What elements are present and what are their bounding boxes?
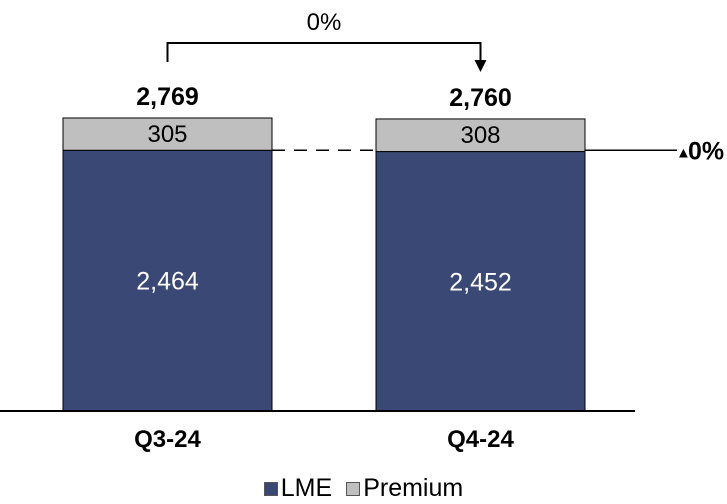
bar-lme-q3-24 [62,149,273,412]
data-label-premium-q3-24: 305 [147,121,187,148]
bar-premium-q4-24 [375,118,586,153]
data-label-premium-q4-24: 308 [460,122,500,149]
total-label-q4-24: 2,760 [449,84,512,112]
x-tick-label-q3-24: Q3-24 [134,426,201,453]
premium-change-marker: ▲ [676,144,691,161]
legend-label-premium: Premium [363,474,464,502]
legend-label-lme: LME [280,474,333,502]
legend-swatch-premium [346,481,361,496]
total-change-label: 0% [307,9,342,36]
premium-change-label: 0% [688,137,724,165]
x-tick-label-q4-24: Q4-24 [447,426,514,453]
legend-swatch-lme [263,481,278,496]
total-label-q3-24: 2,769 [136,83,199,111]
change-bracket-arrowhead [474,60,487,72]
legend: LME Premium [0,474,727,503]
legend-item-lme: LME [263,474,333,503]
legend-item-premium: Premium [346,474,463,503]
data-label-lme-q3-24: 2,464 [136,268,199,296]
change-bracket [166,42,482,63]
bar-premium-q3-24 [62,117,273,151]
data-label-lme-q4-24: 2,452 [449,268,512,296]
